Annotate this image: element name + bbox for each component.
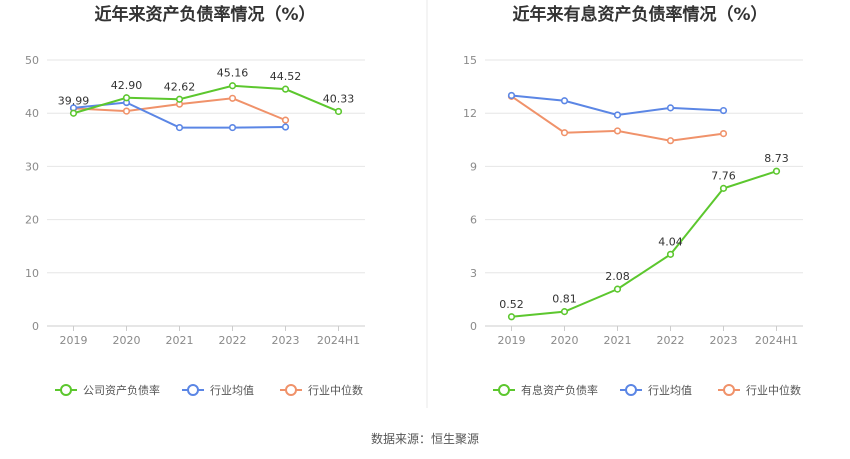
legend-item-label: 行业均值 [210, 384, 254, 397]
x-tick-label: 2024H1 [317, 334, 360, 347]
legend-swatch-marker [498, 384, 510, 396]
data-point [228, 82, 237, 90]
legend-swatch-marker [625, 384, 637, 396]
series-line-company [511, 170, 777, 318]
data-point [281, 116, 290, 124]
x-tick-label: 2021 [604, 334, 632, 347]
y-tick-label: 50 [25, 54, 39, 67]
data-point [719, 129, 728, 138]
data-label: 40.33 [323, 92, 355, 105]
data-point [507, 313, 516, 321]
data-point [175, 123, 184, 132]
data-label: 7.76 [711, 169, 736, 182]
series-line-company [73, 84, 339, 115]
legend-item-label: 公司资产负债率 [83, 383, 160, 397]
data-point [613, 111, 622, 119]
data-point [228, 123, 237, 132]
data-point [281, 85, 290, 93]
x-tick-label: 2024H1 [755, 334, 798, 347]
legend-item-label: 有息资产负债率 [521, 383, 598, 397]
data-point [281, 123, 290, 131]
interest-bearing-debt-ratio-chart: 近年来有息资产负债率情况（%） 0 3 6 9 12 15 2019 2020 2021 2022 2… [463, 4, 803, 397]
x-tick-label: 2023 [710, 334, 738, 347]
y-tick-label: 15 [463, 54, 477, 67]
y-tick-label: 12 [463, 107, 477, 120]
legend-item-label: 行业中位数 [308, 383, 363, 397]
y-tick-label: 30 [25, 160, 39, 173]
y-tick-label: 0 [470, 320, 477, 333]
x-tick-label: 2021 [166, 334, 194, 347]
data-point [175, 95, 184, 103]
data-label: 0.52 [499, 298, 524, 311]
data-label: 4.04 [658, 235, 683, 248]
data-label: 2.08 [605, 270, 630, 283]
chart-title: 近年来有息资产负债率情况（%） [512, 4, 767, 25]
x-tick-label: 2019 [498, 334, 526, 347]
data-point [666, 250, 675, 258]
data-point [613, 285, 622, 293]
data-label: 44.52 [270, 70, 302, 83]
data-point [228, 94, 237, 102]
data-label: 45.16 [217, 67, 249, 80]
data-point [719, 184, 728, 192]
x-tick-label: 2019 [60, 334, 88, 347]
y-tick-label: 20 [25, 214, 39, 227]
legend-swatch-marker [285, 384, 297, 396]
data-point [560, 308, 569, 316]
data-label: 42.90 [111, 79, 143, 92]
data-label: 8.73 [764, 152, 789, 165]
y-tick-label: 6 [470, 214, 477, 227]
data-label: 42.62 [164, 80, 196, 93]
data-point [560, 129, 569, 137]
legend-swatch-marker [723, 384, 735, 396]
data-point [613, 127, 622, 135]
legend-swatch-marker [187, 384, 199, 396]
x-tick-label: 2023 [272, 334, 300, 347]
data-point [507, 91, 516, 100]
data-point [69, 109, 78, 117]
x-tick-label: 2020 [551, 334, 579, 347]
y-tick-label: 10 [25, 267, 39, 280]
legend-swatch-marker [60, 384, 72, 396]
x-tick-label: 2022 [219, 334, 247, 347]
x-tick-label: 2022 [657, 334, 685, 347]
y-tick-label: 3 [470, 267, 477, 280]
y-tick-label: 9 [470, 160, 477, 173]
legend-item-label: 行业中位数 [746, 383, 801, 397]
data-point [719, 106, 728, 115]
source-label: 数据来源：恒生聚源 [371, 431, 479, 446]
data-point [666, 104, 675, 112]
data-point [122, 94, 131, 102]
data-point [560, 97, 569, 105]
y-tick-label: 40 [25, 107, 39, 120]
legend-item-label: 行业均值 [648, 384, 692, 397]
debt-ratio-chart: 近年来资产负债率情况（%） 0 10 20 30 40 50 2019 2020 2021 2022… [25, 4, 365, 397]
data-label: 0.81 [552, 293, 577, 306]
data-point [122, 107, 131, 115]
chart-title: 近年来资产负债率情况（%） [94, 4, 315, 25]
y-tick-label: 0 [32, 320, 39, 333]
data-point [772, 167, 781, 175]
data-label: 39.99 [58, 94, 90, 107]
data-point [334, 107, 343, 116]
x-tick-label: 2020 [113, 334, 141, 347]
data-point [666, 137, 675, 145]
